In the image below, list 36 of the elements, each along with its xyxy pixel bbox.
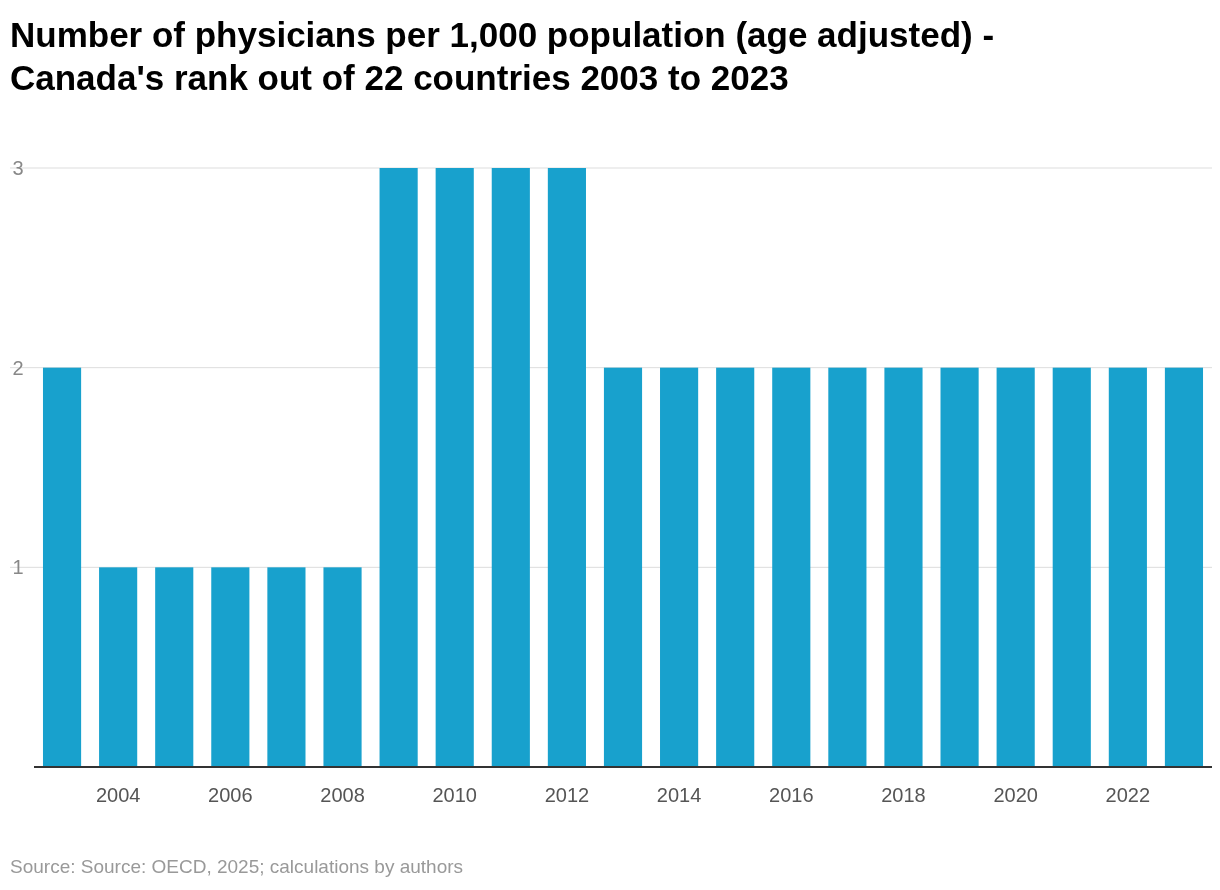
bar [996, 367, 1035, 767]
bar [491, 168, 530, 767]
chart-title: Number of physicians per 1,000 population (age adjusted) - Canada's rank out of 22 countries 2003 to 2023 [10, 15, 995, 97]
x-tick-label: 2012 [544, 784, 590, 806]
x-tick-label: 2010 [432, 784, 477, 806]
x-tick-label: 2020 [993, 784, 1038, 806]
bar [1052, 367, 1091, 767]
y-tick-label: 1 [12, 556, 24, 579]
x-tick-label: 2022 [1105, 784, 1151, 806]
bar [211, 567, 250, 767]
x-tick-label: 2016 [769, 784, 814, 806]
bar [323, 567, 362, 767]
source-note: Source: Source: OECD, 2025; calculations by authors [10, 856, 464, 877]
x-tick-label: 2018 [881, 784, 926, 806]
bar [603, 367, 643, 767]
y-tick-label: 2 [12, 356, 24, 379]
bar [435, 168, 474, 767]
bar [1164, 367, 1204, 767]
bar [547, 168, 586, 767]
x-tick-label: 2008 [320, 784, 365, 806]
bar [379, 168, 418, 767]
bar [660, 367, 699, 767]
bar [155, 567, 194, 767]
bar [772, 367, 811, 767]
x-tick-label: 2006 [208, 784, 253, 806]
x-tick-label: 2014 [656, 784, 702, 806]
y-tick-label: 3 [12, 157, 24, 179]
x-tick-label: 2004 [95, 784, 141, 806]
bar [99, 567, 138, 767]
bar [940, 367, 979, 767]
bar [267, 567, 306, 767]
bar [884, 367, 923, 767]
bar [828, 367, 867, 767]
bar [716, 367, 755, 767]
bar [1108, 367, 1147, 767]
bar [42, 367, 82, 767]
